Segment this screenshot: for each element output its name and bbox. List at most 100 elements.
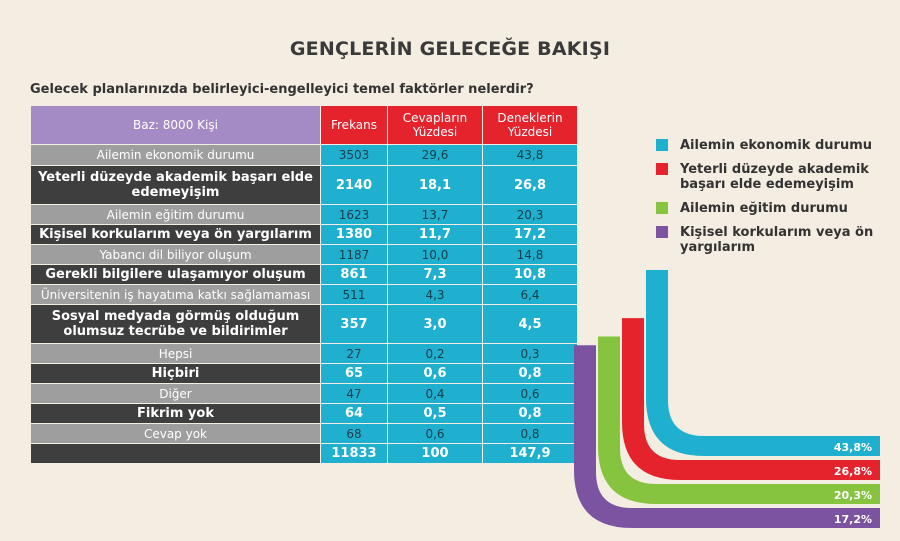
table-row: Diğer 47 0,4 0,6 [31,384,577,403]
legend-label: Ailemin eğitim durumu [680,201,848,216]
frequency-cell: 47 [321,384,387,403]
answer-pct-cell: 18,1 [388,166,482,204]
frequency-cell: 1623 [321,205,387,224]
answer-pct-cell: 11,7 [388,225,482,244]
answer-pct-cell: 7,3 [388,265,482,284]
table-row: Fikrim yok 64 0,5 0,8 [31,404,577,423]
frequency-cell: 1187 [321,245,387,264]
respondent-pct-cell: 0,8 [483,364,577,383]
row-label: Fikrim yok [31,404,320,423]
respondent-pct-cell: 0,6 [483,384,577,403]
total-frequency: 11833 [321,444,387,463]
frequency-cell: 68 [321,424,387,443]
respondent-pct-cell: 0,8 [483,404,577,423]
row-label: Yabancı dil biliyor oluşum [31,245,320,264]
frequency-cell: 3503 [321,145,387,165]
table-row: Hepsi 27 0,2 0,3 [31,344,577,363]
answer-pct-cell: 3,0 [388,305,482,343]
table-question: Gelecek planlarınızda belirleyici-engell… [30,82,534,97]
base-header: Baz: 8000 Kişi [31,106,320,144]
total-answer-pct: 100 [388,444,482,463]
legend-item: Yeterli düzeyde akademik başarı elde ede… [656,162,900,192]
total-row: 11833 100 147,9 [31,444,577,463]
answer-pct-cell: 0,5 [388,404,482,423]
legend-label: Yeterli düzeyde akademik başarı elde ede… [680,162,869,192]
row-label: Üniversitenin iş hayatıma katkı sağlamam… [31,285,320,304]
respondent-pct-header-line2: Yüzdesi [507,125,553,139]
legend-label: Kişisel korkularım veya ön yargılarım [680,225,874,255]
total-label [31,444,320,463]
page-title: GENÇLERİN GELECEĞE BAKIŞI [289,38,611,60]
frequency-cell: 2140 [321,166,387,204]
legend-swatch [656,202,668,214]
frequency-cell: 65 [321,364,387,383]
respondent-pct-cell: 26,8 [483,166,577,204]
table-row: Yeterli düzeyde akademik başarı elde ede… [31,166,577,204]
answer-pct-cell: 0,2 [388,344,482,363]
respondent-pct-cell: 43,8 [483,145,577,165]
respondent-pct-cell: 6,4 [483,285,577,304]
frequency-cell: 357 [321,305,387,343]
respondent-pct-cell: 0,3 [483,344,577,363]
table-row: Sosyal medyada görmüş olduğum olumsuz te… [31,305,577,343]
table-row: Kişisel korkularım veya ön yargılarım 138… [31,225,577,244]
frequency-cell: 1380 [321,225,387,244]
row-label: Gerekli bilgilere ulaşamıyor oluşum [31,265,320,284]
frequency-header: Frekans [321,106,387,144]
legend-swatch [656,163,668,175]
row-label: Yeterli düzeyde akademik başarı elde ede… [31,166,320,204]
data-label: 26,8% [834,465,872,478]
data-label: 43,8% [834,441,872,454]
row-label: Cevap yok [31,424,320,443]
answer-pct-cell: 13,7 [388,205,482,224]
total-respondent-pct: 147,9 [483,444,577,463]
table-row: Cevap yok 68 0,6 0,8 [31,424,577,443]
row-label: Diğer [31,384,320,403]
respondent-pct-cell: 10,8 [483,265,577,284]
data-label: 17,2% [834,513,872,526]
chart-band [574,345,880,528]
row-label: Kişisel korkularım veya ön yargılarım [31,225,320,244]
legend-label: Ailemin ekonomik durumu [680,138,873,153]
respondent-pct-cell: 17,2 [483,225,577,244]
legend-item: Kişisel korkularım veya ön yargılarım [656,225,900,255]
answer-pct-cell: 29,6 [388,145,482,165]
frequency-cell: 27 [321,344,387,363]
answer-pct-cell: 0,6 [388,424,482,443]
respondent-pct-header: Deneklerin Yüzdesi [483,106,577,144]
row-label: Sosyal medyada görmüş olduğum olumsuz te… [31,305,320,343]
table-row: Üniversitenin iş hayatıma katkı sağlamam… [31,285,577,304]
respondent-pct-cell: 0,8 [483,424,577,443]
respondent-pct-cell: 14,8 [483,245,577,264]
chart-band [622,318,880,480]
chart-band [646,270,880,456]
answer-pct-header-line2: Yüzdesi [412,125,458,139]
table-row: Hiçbiri 65 0,6 0,8 [31,364,577,383]
respondent-pct-header-line1: Deneklerin [497,111,563,125]
row-label: Ailemin eğitim durumu [31,205,320,224]
frequency-cell: 64 [321,404,387,423]
legend-swatch [656,139,668,151]
results-table: Baz: 8000 Kişi Frekans Cevapların Yüzdes… [30,105,578,464]
row-label: Hiçbiri [31,364,320,383]
table-row: Ailemin eğitim durumu 1623 13,7 20,3 [31,205,577,224]
answer-pct-cell: 4,3 [388,285,482,304]
chart-band [598,336,880,504]
table-row: Gerekli bilgilere ulaşamıyor oluşum 861 7,… [31,265,577,284]
legend-item: Ailemin eğitim durumu [656,201,900,216]
legend-item: Ailemin ekonomik durumu [656,138,900,153]
data-label: 20,3% [834,489,872,502]
answer-pct-header: Cevapların Yüzdesi [388,106,482,144]
respondent-pct-cell: 4,5 [483,305,577,343]
row-label: Hepsi [31,344,320,363]
table-row: Yabancı dil biliyor oluşum 1187 10,0 14,8 [31,245,577,264]
answer-pct-cell: 0,6 [388,364,482,383]
table-row: Ailemin ekonomik durumu 3503 29,6 43,8 [31,145,577,165]
legend: Ailemin ekonomik durumu Yeterli düzeyde … [656,138,900,264]
row-label: Ailemin ekonomik durumu [31,145,320,165]
respondent-pct-cell: 20,3 [483,205,577,224]
answer-pct-header-line1: Cevapların [402,111,468,125]
frequency-cell: 511 [321,285,387,304]
legend-swatch [656,226,668,238]
